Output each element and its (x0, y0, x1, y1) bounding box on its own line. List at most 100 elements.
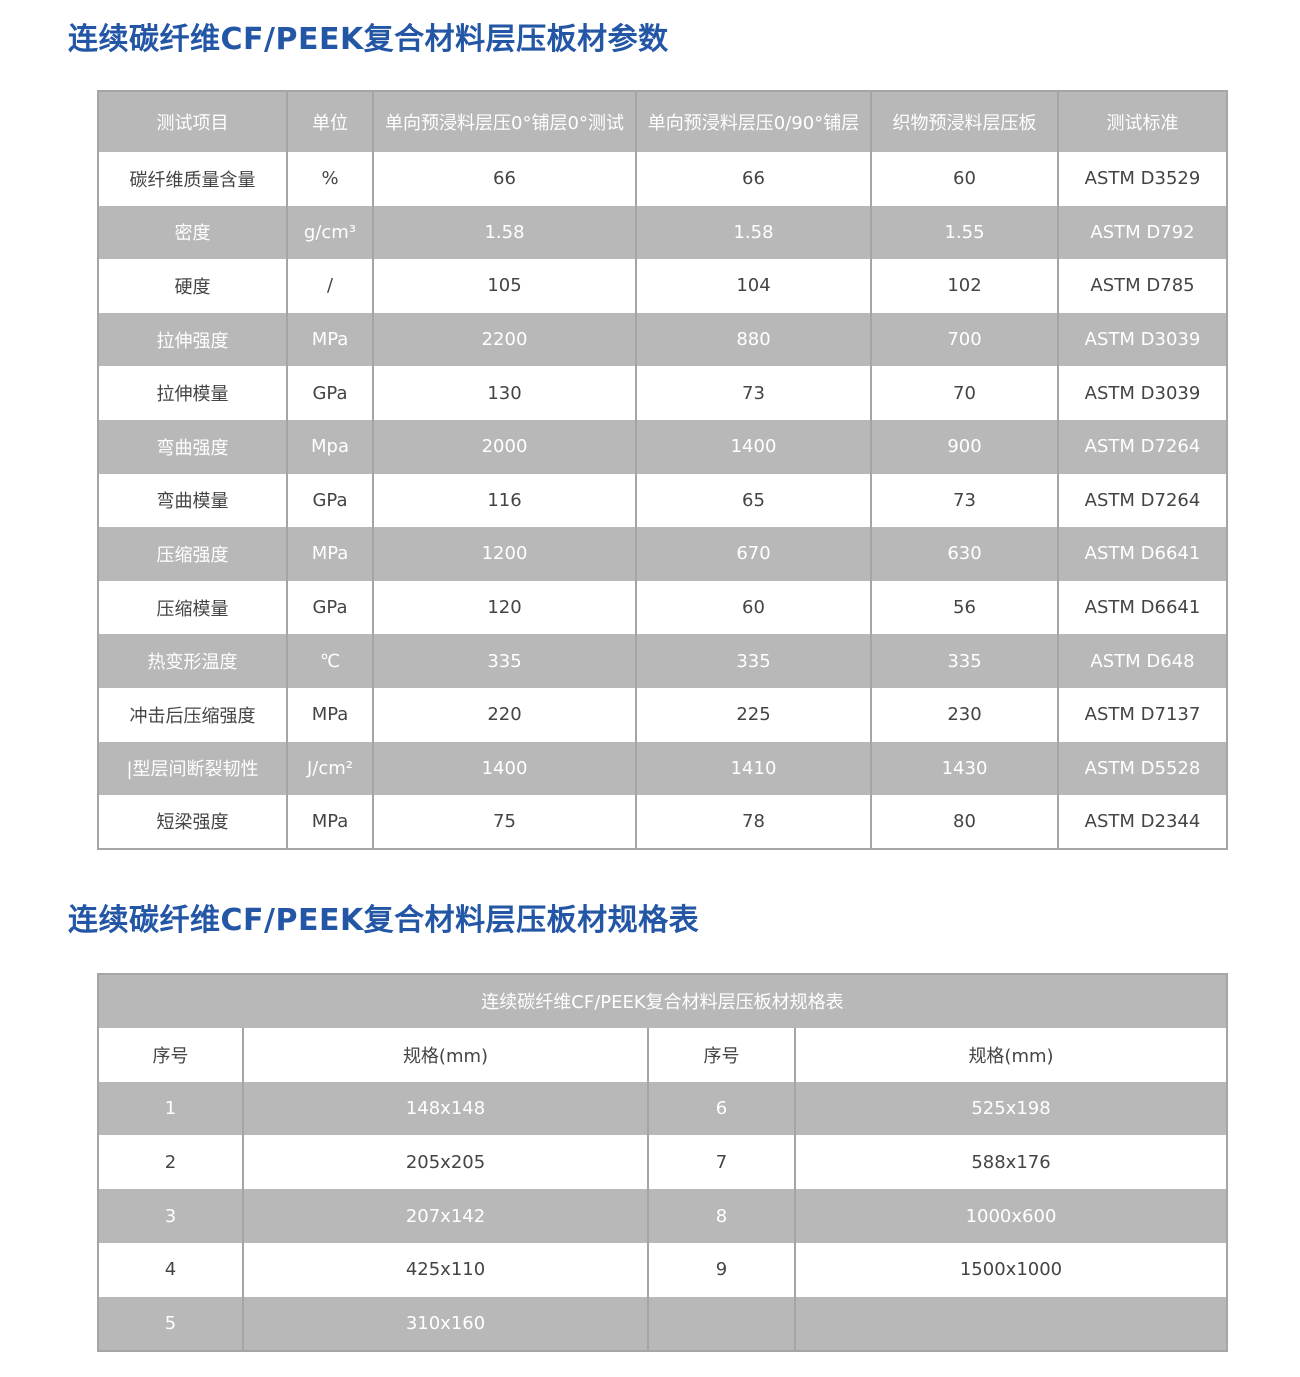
table-row: 硬度/105 104 102 ASTM D785 (97, 259, 1228, 313)
table-cell: 335 (372, 634, 637, 688)
table-cell: ASTM D3039 (1057, 366, 1228, 420)
header-cell: 测试标准 (1057, 91, 1228, 152)
table-cell: 525x198 (794, 1081, 1228, 1136)
table-cell: 2200 (372, 312, 637, 367)
table-cell: 1 (97, 1081, 244, 1136)
table-cell: 1.58 (372, 205, 637, 260)
header-cell: 规格(mm) (242, 1027, 649, 1082)
table-cell: ASTM D785 (1057, 259, 1228, 313)
table-cell: % (286, 152, 374, 206)
table-cell: ASTM D3039 (1057, 312, 1228, 367)
table-row: 拉伸模量 GPa 130 73 70 ASTM D3039 (97, 366, 1228, 420)
header-cell: 规格(mm) (794, 1027, 1228, 1082)
header-cell: 测试项目 (97, 91, 288, 152)
table-row: 弯曲强度 Mpa 2000 1400 900 ASTM D7264 (97, 419, 1228, 474)
table-cell: 75 (372, 795, 637, 849)
table-cell: 56 (870, 580, 1059, 635)
table-cell: 冲击后压缩强度 (97, 687, 288, 742)
table-row: 2 205x205 7 588x176 (97, 1135, 1228, 1190)
table-cell: g/cm³ (286, 205, 374, 260)
table-cell: ASTM D648 (1057, 634, 1228, 688)
table-cell: 900 (870, 419, 1059, 474)
table-cell: 1.55 (870, 205, 1059, 260)
table-cell: 700 (870, 312, 1059, 367)
table-cell: 弯曲强度 (97, 419, 288, 474)
table-cell: 60 (635, 580, 872, 635)
table-cell: 102 (870, 259, 1059, 313)
header-row: 测试项目 单位 单向预浸料层压0°铺层0°测试 单向预浸料层压0/90°铺层 织物预浸料… (97, 91, 1228, 152)
table-cell: 密度 (97, 205, 288, 260)
table-cell: 1430 (870, 741, 1059, 796)
header-cell: 序号 (97, 1027, 244, 1082)
table-cell: ASTM D6641 (1057, 580, 1228, 635)
table-cell: 335 (870, 634, 1059, 688)
table-cell: MPa (286, 312, 374, 367)
table-cell: 拉伸强度 (97, 312, 288, 367)
table-cell: 148x148 (242, 1081, 649, 1136)
table-cell: 230 (870, 687, 1059, 742)
table-cell: 拉伸模量 (97, 366, 288, 420)
table-cell: 5 (97, 1296, 244, 1351)
table-cell: 9 (647, 1242, 796, 1297)
table-cell: 压缩强度 (97, 527, 288, 581)
table-cell: ASTM D6641 (1057, 527, 1228, 581)
table-cell: 425x110 (242, 1242, 649, 1297)
table-cell: 弯曲模量 (97, 473, 288, 528)
table-cell: 1200 (372, 527, 637, 581)
table-cell: 105 (372, 259, 637, 313)
table-row: 密度 g/cm³ 1.58 1.58 1.55 ASTM D792 (97, 205, 1228, 260)
table-row: 3 207x142 8 1000x600 (97, 1189, 1228, 1243)
table-cell: 短梁强度 (97, 795, 288, 849)
table-cell: ASTM D7264 (1057, 419, 1228, 474)
params-table: 测试项目 单位 单向预浸料层压0°铺层0°测试 单向预浸料层压0/90°铺层 织物预浸料… (97, 90, 1228, 850)
table-cell: 65 (635, 473, 872, 528)
table-row: 5 310x160 (97, 1296, 1228, 1351)
header-cell: 单向预浸料层压0/90°铺层 (635, 91, 872, 152)
table-cell: ASTM D792 (1057, 205, 1228, 260)
table-cell: J/cm² (286, 741, 374, 796)
table-cell: 4 (97, 1242, 244, 1297)
table-cell: MPa (286, 527, 374, 581)
table-cell: 225 (635, 687, 872, 742)
specs-caption: 连续碳纤维CF/PEEK复合材料层压板材规格表 (97, 974, 1228, 1028)
table-cell: 2000 (372, 419, 637, 474)
header-cell: 织物预浸料层压板 (870, 91, 1059, 152)
params-title: 连续碳纤维CF/PEEK复合材料层压板材参数 (68, 22, 669, 57)
table-row: 热变形温度 ℃ 335 335 335 ASTM D648 (97, 634, 1228, 688)
table-cell: |型层间断裂韧性 (97, 741, 288, 796)
table-cell: 70 (870, 366, 1059, 420)
table-cell: MPa (286, 795, 374, 849)
table-row: 短梁强度 MPa 75 78 80 ASTM D2344 (97, 795, 1228, 849)
table-cell: 120 (372, 580, 637, 635)
table-cell: 335 (635, 634, 872, 688)
table-cell: 205x205 (242, 1135, 649, 1190)
table-row: 1 148x148 6 525x198 (97, 1081, 1228, 1136)
header-cell: 序号 (647, 1027, 796, 1082)
table-cell: Mpa (286, 419, 374, 474)
table-cell: 6 (647, 1081, 796, 1136)
table-cell: 588x176 (794, 1135, 1228, 1190)
table-cell: 630 (870, 527, 1059, 581)
table-cell: ASTM D7264 (1057, 473, 1228, 528)
table-cell: 硬度 (97, 259, 288, 313)
table-row: 4 425x110 9 1500x1000 (97, 1242, 1228, 1297)
table-cell: 880 (635, 312, 872, 367)
table-cell: 73 (635, 366, 872, 420)
table-cell: GPa (286, 366, 374, 420)
table-cell: 1400 (372, 741, 637, 796)
table-cell: 78 (635, 795, 872, 849)
table-cell: 1410 (635, 741, 872, 796)
table-cell: MPa (286, 687, 374, 742)
table-cell: 66 (635, 152, 872, 206)
table-cell: 130 (372, 366, 637, 420)
table-cell: 670 (635, 527, 872, 581)
table-row: 压缩强度 MPa 1200 670 630 ASTM D6641 (97, 527, 1228, 581)
table-cell: 207x142 (242, 1189, 649, 1243)
header-row: 序号 规格(mm) 序号 规格(mm) (97, 1027, 1228, 1082)
table-cell: 2 (97, 1135, 244, 1190)
specs-title: 连续碳纤维CF/PEEK复合材料层压板材规格表 (68, 903, 700, 938)
table-cell: 1400 (635, 419, 872, 474)
table-row: 冲击后压缩强度 MPa 220 225 230 ASTM D7137 (97, 687, 1228, 742)
table-cell: 1000x600 (794, 1189, 1228, 1243)
table-row: 压缩模量 GPa 120 60 56 ASTM D6641 (97, 580, 1228, 635)
